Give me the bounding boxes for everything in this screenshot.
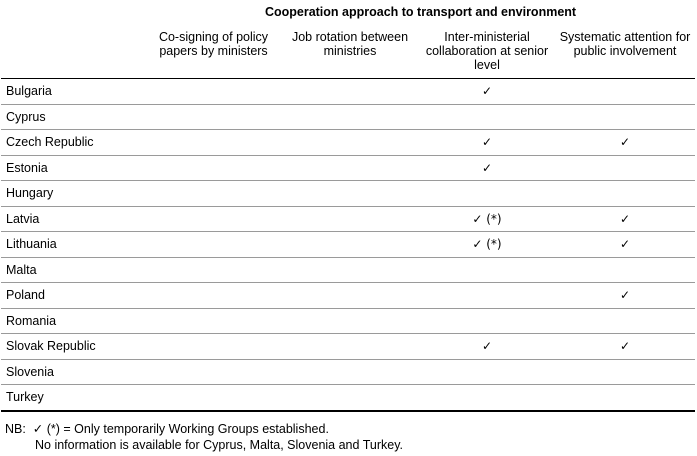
table-cell [555, 308, 696, 334]
table-cell [555, 257, 696, 283]
table-cell [419, 282, 555, 309]
table-cell [281, 257, 419, 283]
table-cell: ✓ (*) [419, 206, 555, 232]
table-cell [146, 129, 281, 156]
table-cell [281, 180, 419, 207]
table-cell: ✓ [555, 206, 696, 232]
table-row: Malta [1, 257, 696, 283]
table-cell [419, 359, 555, 385]
table-cell [146, 384, 281, 412]
table-row: Lithuania ✓ (*) ✓ [1, 231, 696, 258]
table-cell [555, 78, 696, 105]
table-row: Slovenia [1, 359, 696, 385]
table-cell [146, 308, 281, 334]
table-cell [146, 333, 281, 360]
column-header-public-involvement: Systematic attention for public involvem… [559, 30, 691, 58]
table-cell [146, 257, 281, 283]
country-cell: Slovenia [1, 359, 146, 385]
table-cell [146, 231, 281, 258]
country-cell: Malta [1, 257, 146, 283]
table-cell [146, 206, 281, 232]
table-cell [281, 129, 419, 156]
table-row: Romania [1, 308, 696, 334]
table-cell [555, 384, 696, 412]
table-cell: ✓ [419, 78, 555, 105]
table-cell [281, 231, 419, 258]
column-header-row: Co-signing of policy papers by ministers… [1, 24, 696, 79]
group-header: Cooperation approach to transport and en… [264, 5, 577, 19]
table-cell [555, 359, 696, 385]
table-cell [555, 104, 696, 130]
table-row: Slovak Republic ✓ ✓ [1, 333, 696, 360]
table-row: Poland ✓ [1, 282, 696, 309]
country-cell: Poland [1, 282, 146, 309]
country-cell: Slovak Republic [1, 333, 146, 360]
table-cell: ✓ (*) [419, 231, 555, 258]
country-cell: Czech Republic [1, 129, 146, 156]
cooperation-table: Cooperation approach to transport and en… [1, 0, 696, 412]
table-cell [146, 282, 281, 309]
table-container: Cooperation approach to transport and en… [1, 0, 696, 412]
table-cell [281, 78, 419, 105]
table-cell [555, 155, 696, 181]
column-header-job-rotation: Job rotation between ministries [291, 30, 409, 58]
country-cell: Romania [1, 308, 146, 334]
table-cell [555, 180, 696, 207]
table-cell [281, 384, 419, 412]
table-cell [419, 308, 555, 334]
country-header-cell [1, 24, 146, 79]
column-header-co-signing: Co-signing of policy papers by ministers [158, 30, 269, 58]
table-cell [281, 359, 419, 385]
note-line-1: NB: ✓ (*) = Only temporarily Working Gro… [5, 421, 403, 437]
table-row: Estonia ✓ [1, 155, 696, 181]
country-cell: Estonia [1, 155, 146, 181]
country-cell: Cyprus [1, 104, 146, 130]
table-cell [146, 104, 281, 130]
table-row: Latvia ✓ (*) ✓ [1, 206, 696, 232]
country-cell: Turkey [1, 384, 146, 412]
table-cell [146, 180, 281, 207]
table-cell: ✓ [419, 333, 555, 360]
table-cell [281, 282, 419, 309]
table-cell [419, 384, 555, 412]
group-header-row: Cooperation approach to transport and en… [1, 0, 695, 24]
table-row: Cyprus [1, 104, 696, 130]
table-cell: ✓ [419, 155, 555, 181]
table-cell [281, 333, 419, 360]
table-notes: NB: ✓ (*) = Only temporarily Working Gro… [5, 421, 403, 453]
table-cell [281, 104, 419, 130]
table-cell [146, 155, 281, 181]
country-cell: Hungary [1, 180, 146, 207]
table-cell [419, 257, 555, 283]
note-prefix: NB: [5, 422, 26, 436]
note-text-1: ✓ (*) = Only temporarily Working Groups … [32, 422, 329, 436]
column-header-inter-ministerial: Inter-ministerial collaboration at senio… [425, 30, 549, 72]
table-row: Czech Republic ✓ ✓ [1, 129, 696, 156]
country-cell: Lithuania [1, 231, 146, 258]
table-cell [146, 359, 281, 385]
table-cell: ✓ [555, 282, 696, 309]
table-cell: ✓ [555, 231, 696, 258]
country-cell: Latvia [1, 206, 146, 232]
table-cell [281, 308, 419, 334]
table-cell [281, 155, 419, 181]
table-cell [419, 104, 555, 130]
country-cell: Bulgaria [1, 78, 146, 105]
corner-cell [1, 0, 146, 24]
table-cell [146, 78, 281, 105]
table-row: Turkey [1, 384, 696, 412]
table-cell [281, 206, 419, 232]
note-line-2: No information is available for Cyprus, … [35, 438, 403, 452]
table-row: Hungary [1, 180, 696, 207]
table-cell: ✓ [419, 129, 555, 156]
table-cell [419, 180, 555, 207]
table-row: Bulgaria ✓ [1, 78, 696, 105]
table-cell: ✓ [555, 129, 696, 156]
table-cell: ✓ [555, 333, 696, 360]
